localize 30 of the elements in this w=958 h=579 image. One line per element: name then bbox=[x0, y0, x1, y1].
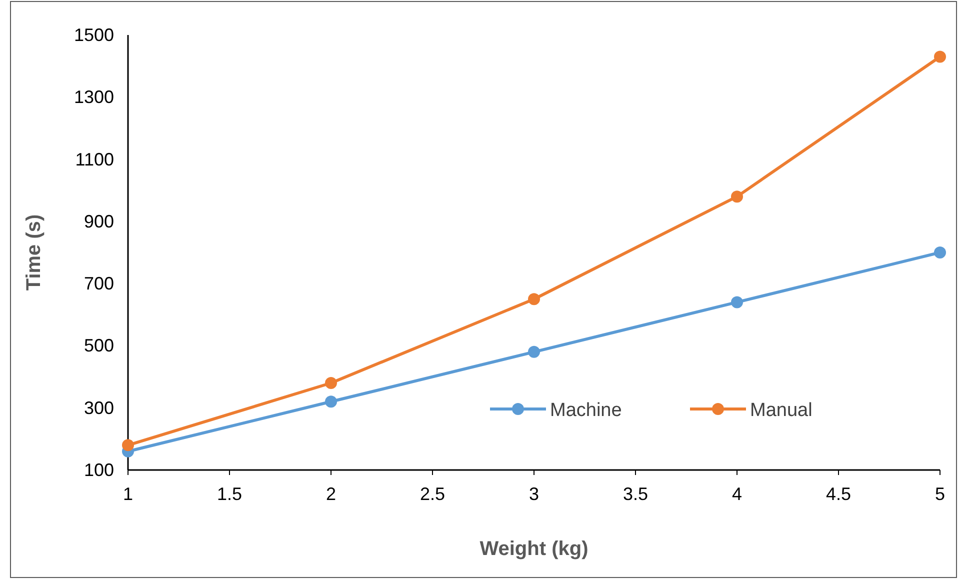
point bbox=[528, 293, 540, 306]
x-tick-label: 1.5 bbox=[216, 484, 242, 504]
x-tick-label: 5 bbox=[934, 484, 946, 504]
point bbox=[934, 50, 946, 63]
y-tick-label: 100 bbox=[84, 460, 114, 480]
legend-label: Manual bbox=[750, 400, 812, 421]
legend-label: Machine bbox=[550, 400, 622, 421]
x-axis-title: Weight (kg) bbox=[480, 538, 588, 560]
y-tick-label: 1500 bbox=[74, 25, 114, 45]
y-tick-label: 700 bbox=[84, 274, 114, 294]
point bbox=[122, 439, 134, 452]
point bbox=[325, 396, 337, 408]
point bbox=[528, 346, 540, 358]
point bbox=[731, 296, 743, 308]
x-tick-label: 2 bbox=[326, 484, 336, 504]
x-tick-label: 3.5 bbox=[622, 484, 648, 504]
x-tick-label: 1 bbox=[122, 484, 134, 504]
y-tick-label: 1300 bbox=[74, 87, 114, 108]
point bbox=[731, 190, 743, 203]
point bbox=[325, 377, 337, 389]
x-tick-label: 3 bbox=[528, 484, 540, 504]
x-tick-label: 4.5 bbox=[826, 484, 852, 504]
y-tick-label: 1100 bbox=[75, 149, 114, 170]
y-tick-label: 300 bbox=[84, 398, 114, 418]
y-axis-title: Time (s) bbox=[23, 214, 45, 291]
x-tick-label: 2.5 bbox=[420, 484, 446, 504]
y-tick-label: 500 bbox=[84, 336, 114, 356]
y-tick-label: 900 bbox=[84, 211, 114, 232]
x-tick-label: 4 bbox=[732, 484, 742, 504]
point bbox=[934, 246, 946, 258]
